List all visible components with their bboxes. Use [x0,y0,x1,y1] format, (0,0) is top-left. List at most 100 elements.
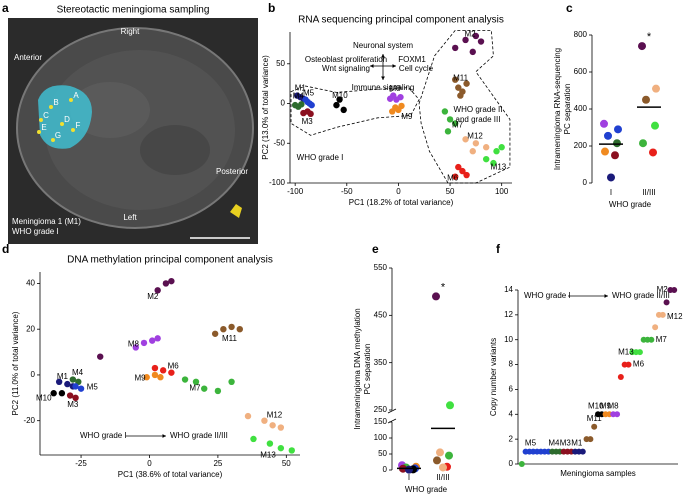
point [154,335,161,342]
series-label: M8 [128,339,140,348]
series-label: M9 [401,112,413,121]
x-tick-label: 50 [446,187,455,196]
series-label: M11 [222,334,238,343]
series-label: M3 [560,439,572,448]
series-label: M6 [633,360,645,369]
annotation: Immune signaling [352,83,415,92]
x-tick-label: 50 [282,459,291,468]
point [472,140,480,147]
significance-marker: * [441,281,446,293]
series-label: M5 [87,383,99,392]
point [472,32,480,40]
series-label: M7 [452,121,464,130]
point [579,448,586,455]
point [459,88,466,95]
y-tick-label: 0 [31,370,36,379]
sample-site [49,105,53,109]
tumor [38,85,92,149]
sample-site-label: E [41,123,46,132]
point [228,323,235,331]
axis-break [387,418,397,424]
point [307,110,314,118]
y-axis-label: Intrameningioma RNA-sequencing [553,48,562,170]
point [445,451,453,460]
point [441,108,449,115]
sample-site [37,130,41,134]
image-panel [8,18,258,244]
point [143,374,150,381]
x-tick-label: I [610,188,612,197]
series-label: M10 [332,91,348,100]
annotation: WHO grade II/III [612,291,670,300]
point [340,106,347,114]
series-label: M12 [467,131,483,140]
series-label: M11 [587,414,603,423]
point [220,325,227,333]
point [72,383,79,390]
point [493,148,500,155]
point [214,387,222,395]
point [132,344,139,351]
point [614,411,621,418]
y-tick-label: 350 [374,358,388,367]
panel-label: c [566,1,573,15]
annotation: WHO grade I [297,153,344,162]
point [652,324,659,331]
point [591,423,598,430]
point [168,369,175,376]
point [64,380,71,388]
series-label: M7 [189,384,201,393]
orientation-label: Anterior [14,53,42,62]
y-tick-label: 550 [374,263,388,272]
x-tick-label: 0 [147,459,152,468]
y-tick-label: 200 [574,141,588,150]
panel-label: f [496,242,501,256]
y-tick-label: -50 [273,138,285,147]
panel-label: d [2,242,9,256]
x-axis-label: WHO grade [405,485,448,494]
x-tick-label: -100 [287,187,304,196]
y-tick-label: 0 [383,465,388,474]
series-label: M10 [36,393,52,402]
series-label: M8 [390,84,402,93]
point [452,76,459,83]
point [69,376,77,383]
y-tick-label: 14 [504,285,513,294]
point [140,339,148,347]
annotation: Cell cycle [399,64,434,73]
y-tick-label: 12 [504,310,513,319]
image-caption: WHO grade I [12,227,59,236]
brain-texture [140,125,210,175]
point [462,136,469,143]
point [463,80,470,87]
point [625,361,632,368]
sample-site [39,118,43,122]
sample-site-label: C [43,111,49,120]
series-label: M2 [657,285,669,294]
y-tick-label: 6 [509,385,514,394]
series-label: M5 [525,439,537,448]
point [651,121,659,130]
series-label: M4 [293,91,305,100]
y-tick-label: 0 [509,459,514,468]
y-tick-label: 8 [509,360,514,369]
y-tick-label: 250 [374,405,388,414]
series-label: M1 [571,439,583,448]
point [236,325,243,333]
annotation: and grade III [456,115,501,124]
series-label: M8 [607,401,619,410]
point [663,299,670,306]
sample-site [60,122,64,126]
point [659,311,666,318]
point [192,378,200,385]
y-tick-label: 150 [374,417,388,426]
arrowhead [381,54,385,58]
y-tick-label: 100 [374,433,388,442]
point [462,36,469,44]
sample-site-label: A [73,91,79,100]
point [432,292,440,301]
point [444,128,452,135]
point [604,131,612,140]
arrowhead [392,64,396,68]
annotation: Osteoblast proliferation [305,55,387,64]
